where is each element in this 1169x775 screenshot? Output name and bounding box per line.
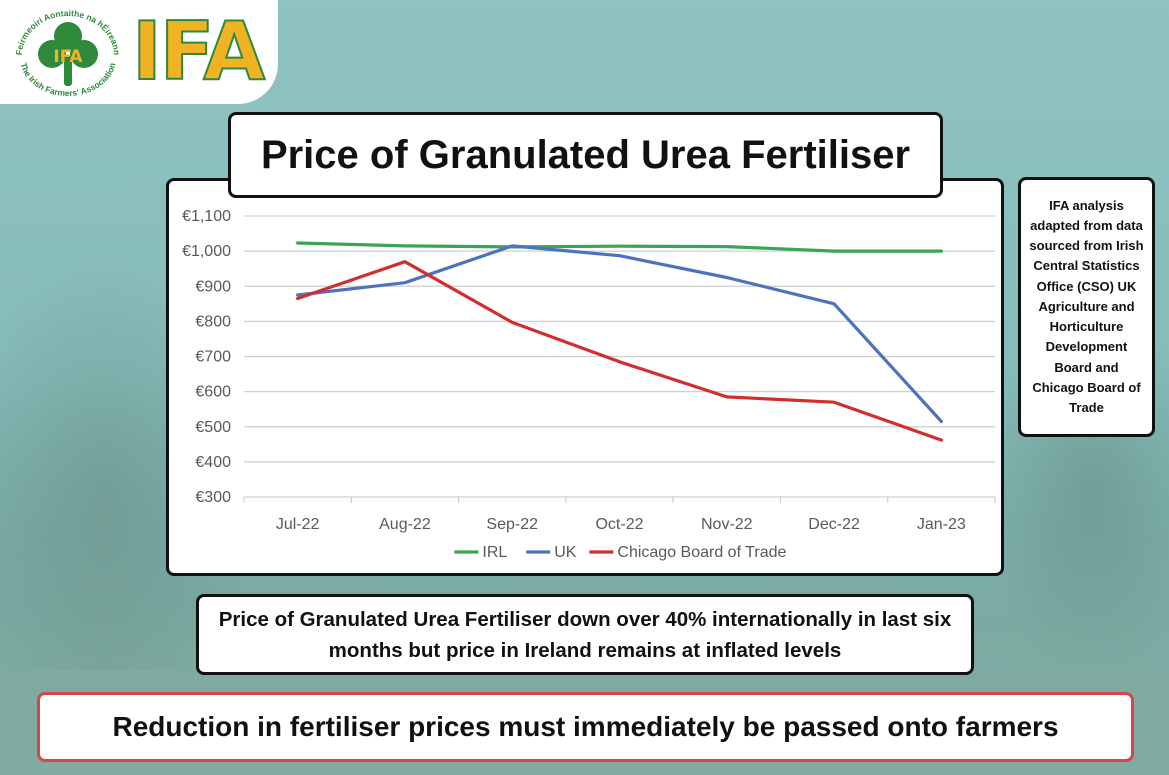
y-tick-label: €500 xyxy=(195,419,231,436)
y-tick-label: €600 xyxy=(195,384,231,401)
call-to-action-box: Reduction in fertiliser prices must imme… xyxy=(37,692,1134,762)
shamrock-icon xyxy=(38,22,98,86)
y-tick-label: €300 xyxy=(195,489,231,506)
ifa-seal-logo: Feirmeoirí Aontaithe na hÉireann The Iri… xyxy=(14,8,122,98)
source-note: IFA analysis adapted from data sourced f… xyxy=(1029,197,1144,415)
y-tick-label: €1,000 xyxy=(182,243,231,260)
series-line-uk xyxy=(296,244,944,424)
series-line-chicago-board-of-trade xyxy=(296,260,944,442)
ifa-wordmark: IFA xyxy=(131,5,266,98)
line-chart: €300 €400 €500 €600 €700 €800 €900 €1,000 €1,100… xyxy=(182,208,996,561)
summary-text: Price of Granulated Urea Fertiliser down… xyxy=(218,607,952,662)
y-tick-label: €800 xyxy=(195,313,231,330)
legend-label-irl: IRL xyxy=(482,544,507,561)
y-tick-label: €400 xyxy=(195,454,231,471)
legend-label-chicago-board-of-trade: Chicago Board of Trade xyxy=(617,544,786,561)
call-to-action-text: Reduction in fertiliser prices must imme… xyxy=(112,711,1059,742)
x-tick-label: Nov-22 xyxy=(701,516,753,533)
x-tick-label: Sep-22 xyxy=(486,516,538,533)
x-tick-label: Oct-22 xyxy=(595,516,643,533)
y-tick-label: €700 xyxy=(195,349,231,366)
y-tick-label: €900 xyxy=(195,278,231,295)
title-box: Price of Granulated Urea Fertiliser xyxy=(228,112,943,198)
chart-panel: €300 €400 €500 €600 €700 €800 €900 €1,000 €1,100… xyxy=(166,178,1004,576)
y-tick-label: €1,100 xyxy=(182,208,231,225)
logo-panel: Feirmeoirí Aontaithe na hÉireann The Iri… xyxy=(0,0,278,104)
x-tick-label: Jan-23 xyxy=(917,516,966,533)
legend-label-uk: UK xyxy=(554,544,577,561)
x-tick-label: Dec-22 xyxy=(808,516,860,533)
x-tick-label: Aug-22 xyxy=(379,516,431,533)
source-note-box: IFA analysis adapted from data sourced f… xyxy=(1018,177,1155,437)
summary-box: Price of Granulated Urea Fertiliser down… xyxy=(196,594,974,675)
page-title: Price of Granulated Urea Fertiliser xyxy=(260,132,911,177)
series-line-irl xyxy=(296,241,944,253)
seal-letters: IFA xyxy=(53,47,83,67)
x-tick-label: Jul-22 xyxy=(276,516,320,533)
